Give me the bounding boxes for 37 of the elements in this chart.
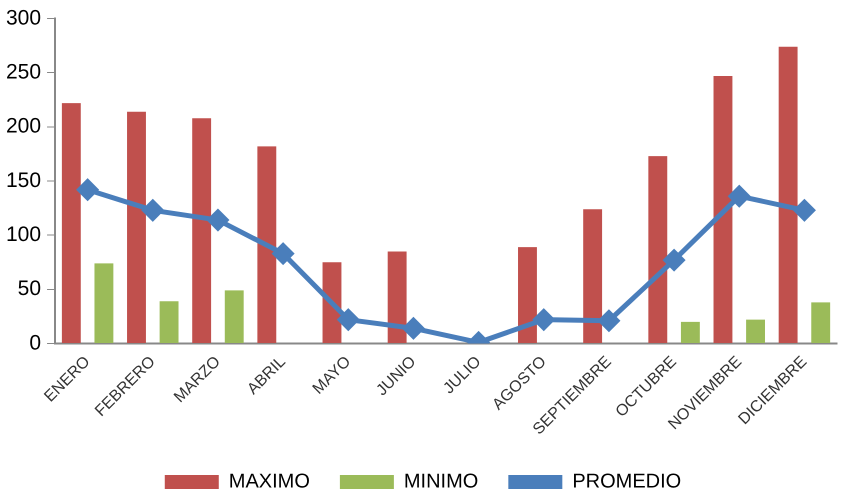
bar bbox=[224, 290, 244, 343]
bar bbox=[518, 247, 537, 343]
point bbox=[533, 309, 554, 330]
bar bbox=[62, 103, 81, 343]
bar bbox=[257, 146, 276, 343]
point bbox=[598, 310, 620, 332]
y-tick-label: 250 bbox=[6, 60, 42, 84]
point bbox=[338, 309, 359, 330]
point bbox=[794, 200, 815, 221]
bar bbox=[746, 320, 765, 343]
bar bbox=[94, 263, 114, 343]
y-tick-label: 100 bbox=[6, 222, 42, 246]
bar bbox=[160, 301, 179, 343]
y-tick-label: 50 bbox=[18, 277, 42, 300]
point bbox=[142, 200, 164, 221]
point bbox=[272, 243, 294, 264]
bar bbox=[388, 251, 407, 343]
point bbox=[77, 179, 98, 200]
legend-label: MINIMO bbox=[404, 470, 478, 493]
y-tick-label: 0 bbox=[29, 331, 42, 354]
bar bbox=[648, 156, 668, 343]
legend-label: MAXIMO bbox=[228, 470, 310, 493]
bar bbox=[811, 302, 830, 343]
bar bbox=[680, 322, 700, 343]
y-tick-label: 300 bbox=[6, 6, 42, 30]
point bbox=[728, 186, 750, 207]
y-tick-label: 150 bbox=[6, 168, 42, 192]
y-tick-label: 200 bbox=[6, 114, 42, 138]
bar bbox=[127, 112, 146, 343]
bar bbox=[778, 46, 798, 343]
point bbox=[664, 250, 685, 271]
point bbox=[402, 318, 424, 339]
bar bbox=[583, 209, 602, 343]
point bbox=[207, 210, 228, 231]
bar bbox=[714, 76, 732, 343]
bar bbox=[192, 118, 212, 343]
legend-label: PROMEDIO bbox=[572, 470, 682, 493]
